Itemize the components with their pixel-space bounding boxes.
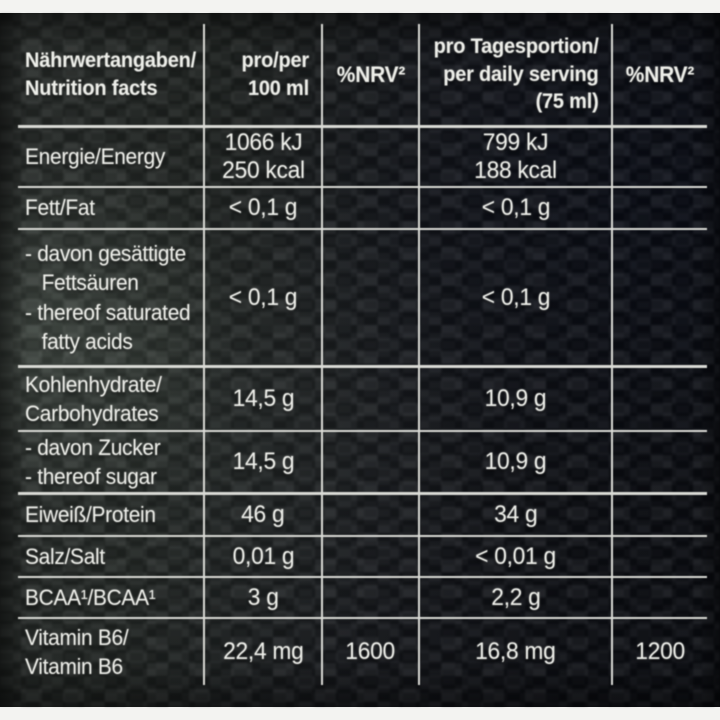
nrv-daily-value bbox=[613, 537, 707, 576]
table-row-sugar: - davon Zucker - thereof sugar 14,5 g 10… bbox=[18, 432, 707, 495]
per100-value-text: 22,4 mg bbox=[222, 638, 304, 666]
nrv100-value bbox=[323, 128, 420, 186]
table-row-energy: Energie/Energy 1066 kJ 250 kcal 799 kJ 1… bbox=[18, 128, 707, 188]
nrv-daily-value bbox=[613, 128, 707, 186]
nrv-daily-value bbox=[613, 230, 707, 365]
header-per-100ml-text: pro/per 100 ml bbox=[241, 48, 310, 100]
row-label: Salz/Salt bbox=[18, 537, 205, 576]
header-nutrition-facts: Nährwertangaben/ Nutrition facts bbox=[18, 24, 205, 125]
per100-value: 14,5 g bbox=[205, 432, 323, 492]
daily-value-text: 10,9 g bbox=[484, 448, 547, 476]
row-label-text: Eiweiß/Protein bbox=[25, 502, 156, 528]
daily-value-text: 2,2 g bbox=[490, 583, 541, 611]
per100-value: 3 g bbox=[205, 578, 323, 617]
per100-value-text: < 0,1 g bbox=[228, 283, 298, 311]
per100-value-text: 46 g bbox=[241, 501, 285, 529]
daily-value: 16,8 mg bbox=[420, 619, 613, 685]
per100-value-text: < 0,1 g bbox=[228, 194, 298, 222]
header-nrv-100-text: %NRV² bbox=[336, 61, 405, 87]
daily-value-text: < 0,1 g bbox=[481, 194, 550, 222]
nrv100-value bbox=[323, 578, 420, 617]
per100-value-text: 0,01 g bbox=[232, 542, 294, 570]
table-row-fat: Fett/Fat < 0,1 g < 0,1 g bbox=[18, 188, 707, 230]
row-label: Energie/Energy bbox=[18, 128, 205, 186]
nrv100-value bbox=[323, 495, 420, 535]
nrv100-value bbox=[323, 368, 420, 430]
per100-value: < 0,1 g bbox=[205, 188, 323, 228]
table-row-carbohydrates: Kohlenhydrate/ Carbohydrates 14,5 g 10,9… bbox=[18, 368, 707, 432]
per100-value-text: 3 g bbox=[247, 583, 279, 611]
header-row: Nährwertangaben/ Nutrition facts pro/per… bbox=[18, 24, 707, 128]
daily-value: < 0,1 g bbox=[420, 188, 613, 228]
header-nrv-daily: %NRV² bbox=[613, 24, 707, 125]
header-per-100ml: pro/per 100 ml bbox=[205, 24, 323, 125]
nrv-daily-value bbox=[613, 368, 707, 430]
row-label: Fett/Fat bbox=[18, 188, 205, 228]
header-nutrition-facts-text: Nährwertangaben/ Nutrition facts bbox=[25, 48, 197, 100]
per100-value: 1066 kJ 250 kcal bbox=[205, 128, 323, 186]
row-label: Vitamin B6/ Vitamin B6 bbox=[18, 619, 205, 685]
per100-value: 0,01 g bbox=[205, 537, 323, 576]
daily-value: < 0,1 g bbox=[420, 230, 613, 365]
nrv100-value bbox=[323, 230, 420, 365]
daily-value-text: 799 kJ 188 kcal bbox=[474, 129, 557, 184]
row-label-text: - davon Zucker - thereof sugar bbox=[25, 434, 161, 489]
per100-value-text: 14,5 g bbox=[232, 448, 294, 476]
nrv-daily-value bbox=[613, 578, 707, 617]
row-label: Kohlenhydrate/ Carbohydrates bbox=[18, 368, 205, 430]
header-nrv-daily-text: %NRV² bbox=[625, 61, 695, 87]
header-nrv-100: %NRV² bbox=[323, 24, 420, 125]
header-daily-serving-text: pro Tagesportion/ per daily serving (75 … bbox=[434, 34, 599, 114]
daily-value: 2,2 g bbox=[420, 578, 613, 617]
daily-value-text: 16,8 mg bbox=[475, 638, 556, 666]
nrv-daily-value: 1200 bbox=[613, 619, 707, 685]
row-label-text: Kohlenhydrate/ Carbohydrates bbox=[25, 371, 162, 426]
nrv-daily-value bbox=[613, 432, 707, 492]
nrv100-value bbox=[323, 537, 420, 576]
per100-value-text: 14,5 g bbox=[232, 385, 294, 413]
row-label-text: Fett/Fat bbox=[25, 195, 95, 221]
per100-value-text: 1066 kJ 250 kcal bbox=[221, 129, 305, 184]
per100-value: 46 g bbox=[205, 495, 323, 535]
per100-value: 14,5 g bbox=[205, 368, 323, 430]
daily-value-text: 34 g bbox=[493, 501, 538, 529]
row-label: - davon Zucker - thereof sugar bbox=[18, 432, 205, 492]
row-label: BCAA¹/BCAA¹ bbox=[18, 578, 205, 617]
carbon-fiber-background bbox=[0, 13, 720, 707]
daily-value: 799 kJ 188 kcal bbox=[420, 128, 613, 186]
row-label-text: - davon gesättigte Fettsäuren - thereof … bbox=[25, 241, 191, 354]
nrv-daily-value bbox=[613, 188, 707, 228]
table-row-protein: Eiweiß/Protein 46 g 34 g bbox=[18, 495, 707, 537]
nrv-daily-value bbox=[613, 495, 707, 535]
header-daily-serving: pro Tagesportion/ per daily serving (75 … bbox=[420, 24, 613, 125]
nrv100-value bbox=[323, 188, 420, 228]
daily-value: < 0,01 g bbox=[420, 537, 613, 576]
nutrition-facts-table: Nährwertangaben/ Nutrition facts pro/per… bbox=[18, 24, 707, 685]
nrv-daily-value-text: 1200 bbox=[635, 638, 685, 666]
daily-value-text: < 0,1 g bbox=[481, 283, 550, 311]
table-row-salt: Salz/Salt 0,01 g < 0,01 g bbox=[18, 537, 707, 578]
per100-value: < 0,1 g bbox=[205, 230, 323, 365]
daily-value: 34 g bbox=[420, 495, 613, 535]
row-label-text: Vitamin B6/ Vitamin B6 bbox=[25, 624, 129, 679]
daily-value-text: 10,9 g bbox=[484, 385, 547, 413]
per100-value: 22,4 mg bbox=[205, 619, 323, 685]
nrv100-value-text: 1600 bbox=[345, 638, 396, 666]
table-row-bcaa: BCAA¹/BCAA¹ 3 g 2,2 g bbox=[18, 578, 707, 619]
row-label: Eiweiß/Protein bbox=[18, 495, 205, 535]
row-label-text: Salz/Salt bbox=[25, 543, 105, 569]
nrv100-value: 1600 bbox=[323, 619, 420, 685]
daily-value: 10,9 g bbox=[420, 368, 613, 430]
table-row-saturated-fat: - davon gesättigte Fettsäuren - thereof … bbox=[18, 230, 707, 368]
row-label: - davon gesättigte Fettsäuren - thereof … bbox=[18, 230, 205, 365]
nrv100-value bbox=[323, 432, 420, 492]
table-row-vitamin-b6: Vitamin B6/ Vitamin B6 22,4 mg 1600 16,8… bbox=[18, 619, 707, 685]
row-label-text: BCAA¹/BCAA¹ bbox=[25, 584, 156, 610]
daily-value: 10,9 g bbox=[420, 432, 613, 492]
daily-value-text: < 0,01 g bbox=[475, 542, 556, 570]
row-label-text: Energie/Energy bbox=[25, 144, 166, 170]
